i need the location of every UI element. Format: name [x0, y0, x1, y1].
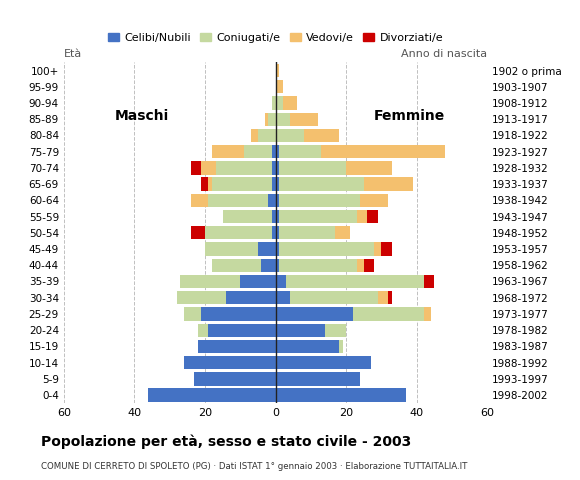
- Bar: [374, 242, 382, 256]
- Bar: [201, 178, 208, 191]
- Bar: [258, 129, 276, 142]
- Bar: [276, 340, 339, 353]
- Bar: [339, 340, 343, 353]
- Bar: [272, 226, 276, 240]
- Bar: [191, 161, 201, 175]
- Bar: [276, 242, 279, 256]
- Bar: [244, 145, 272, 158]
- Bar: [357, 259, 364, 272]
- Bar: [276, 226, 279, 240]
- Bar: [226, 291, 276, 304]
- Bar: [423, 307, 431, 321]
- Text: COMUNE DI CERRETO DI SPOLETO (PG) · Dati ISTAT 1° gennaio 2003 · Elaborazione TU: COMUNE DI CERRETO DI SPOLETO (PG) · Dati…: [41, 462, 467, 471]
- Text: Età: Età: [64, 49, 82, 59]
- Bar: [223, 210, 272, 223]
- Bar: [276, 178, 279, 191]
- Bar: [276, 210, 279, 223]
- Bar: [276, 324, 325, 337]
- Bar: [240, 275, 276, 288]
- Text: Popolazione per età, sesso e stato civile - 2003: Popolazione per età, sesso e stato civil…: [41, 434, 411, 449]
- Bar: [279, 194, 360, 207]
- Bar: [208, 178, 212, 191]
- Bar: [177, 291, 226, 304]
- Bar: [286, 275, 423, 288]
- Bar: [191, 194, 208, 207]
- Bar: [279, 226, 335, 240]
- Bar: [198, 340, 276, 353]
- Bar: [148, 388, 276, 402]
- Bar: [423, 275, 434, 288]
- Bar: [282, 96, 297, 109]
- Bar: [212, 178, 272, 191]
- Bar: [184, 356, 276, 369]
- Bar: [216, 161, 272, 175]
- Bar: [205, 226, 272, 240]
- Bar: [367, 210, 378, 223]
- Bar: [364, 259, 374, 272]
- Bar: [289, 291, 378, 304]
- Bar: [276, 80, 282, 94]
- Bar: [276, 64, 279, 77]
- Bar: [353, 307, 423, 321]
- Bar: [279, 210, 357, 223]
- Bar: [272, 161, 276, 175]
- Bar: [276, 112, 289, 126]
- Bar: [276, 129, 304, 142]
- Bar: [276, 96, 282, 109]
- Text: Anno di nascita: Anno di nascita: [401, 49, 487, 59]
- Bar: [262, 259, 275, 272]
- Bar: [279, 178, 364, 191]
- Bar: [265, 112, 269, 126]
- Bar: [201, 161, 216, 175]
- Bar: [191, 226, 205, 240]
- Bar: [276, 161, 279, 175]
- Bar: [194, 372, 276, 385]
- Bar: [276, 291, 289, 304]
- Bar: [325, 324, 346, 337]
- Bar: [357, 210, 367, 223]
- Bar: [346, 161, 392, 175]
- Bar: [180, 275, 240, 288]
- Bar: [304, 129, 339, 142]
- Bar: [276, 356, 371, 369]
- Bar: [276, 194, 279, 207]
- Bar: [272, 145, 276, 158]
- Bar: [184, 307, 201, 321]
- Bar: [269, 194, 276, 207]
- Bar: [272, 178, 276, 191]
- Bar: [198, 324, 208, 337]
- Bar: [276, 145, 279, 158]
- Bar: [321, 145, 445, 158]
- Bar: [251, 129, 258, 142]
- Bar: [360, 194, 389, 207]
- Bar: [382, 242, 392, 256]
- Bar: [208, 324, 276, 337]
- Bar: [272, 210, 276, 223]
- Bar: [201, 307, 276, 321]
- Bar: [389, 291, 392, 304]
- Text: Maschi: Maschi: [114, 108, 169, 122]
- Legend: Celibi/Nubili, Coniugati/e, Vedovi/e, Divorziati/e: Celibi/Nubili, Coniugati/e, Vedovi/e, Di…: [103, 29, 448, 48]
- Bar: [258, 242, 276, 256]
- Bar: [276, 275, 286, 288]
- Bar: [276, 259, 279, 272]
- Bar: [276, 307, 353, 321]
- Bar: [276, 388, 406, 402]
- Bar: [279, 145, 321, 158]
- Bar: [276, 372, 360, 385]
- Bar: [335, 226, 350, 240]
- Bar: [205, 242, 258, 256]
- Bar: [364, 178, 413, 191]
- Bar: [269, 112, 276, 126]
- Bar: [289, 112, 318, 126]
- Bar: [279, 242, 374, 256]
- Bar: [279, 161, 346, 175]
- Text: Femmine: Femmine: [374, 108, 445, 122]
- Bar: [378, 291, 389, 304]
- Bar: [212, 259, 262, 272]
- Bar: [208, 194, 269, 207]
- Bar: [212, 145, 244, 158]
- Bar: [279, 259, 357, 272]
- Bar: [272, 96, 276, 109]
